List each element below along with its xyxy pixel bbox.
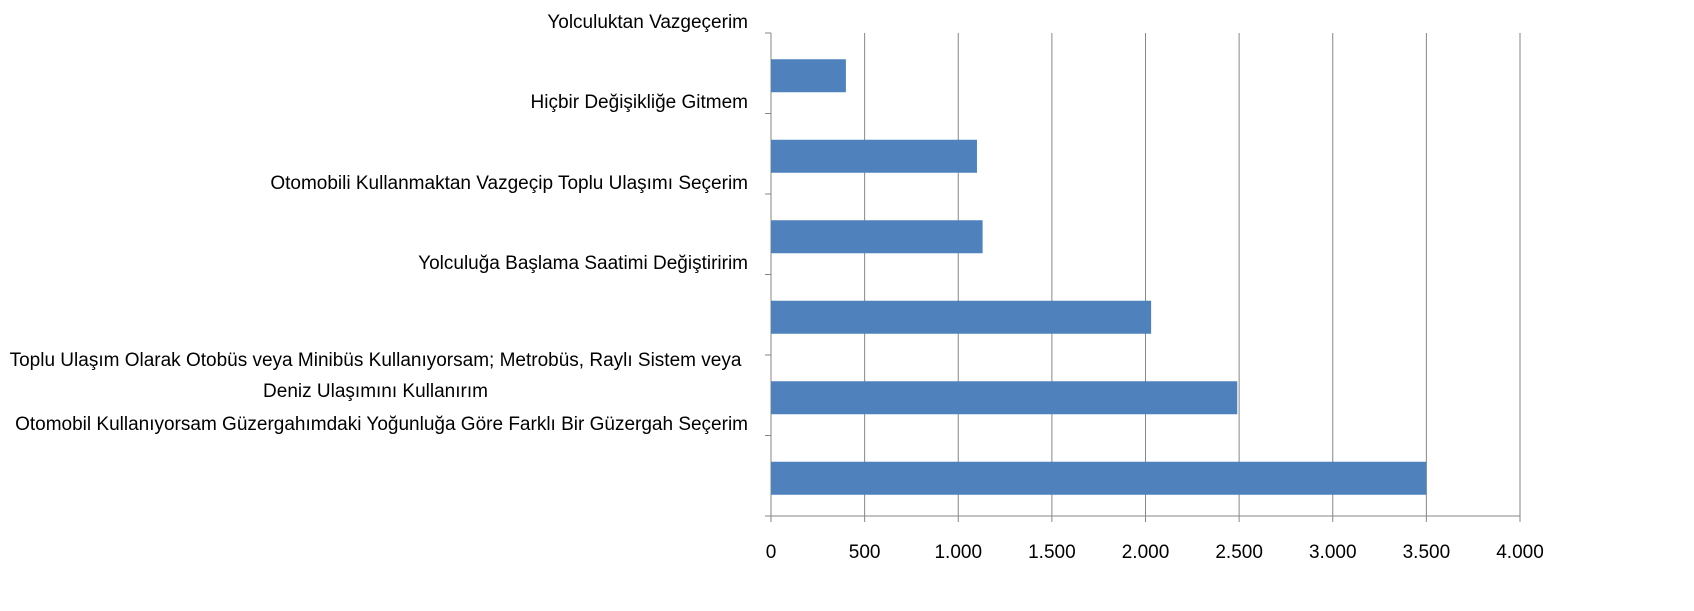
y-tick-label: Otomobili Kullanmaktan Vazgeçip Toplu Ul…: [3, 168, 748, 199]
category-text: Otomobil Kullanıyorsam Güzergahımdaki Yo…: [15, 414, 748, 436]
x-tick-label: 1.500: [1028, 542, 1076, 563]
x-tick-label: 2.500: [1215, 542, 1263, 563]
y-tick-label: Yolculuktan Vazgeçerim: [3, 7, 748, 38]
bar: [771, 139, 977, 173]
x-tick-label: 2.000: [1122, 542, 1170, 563]
y-tick-label: Toplu Ulaşım Olarak Otobüs veya Minibüs …: [3, 345, 748, 407]
category-text: Hiçbir Değişikliğe Gitmem: [530, 92, 749, 114]
category-text: Yolculuktan Vazgeçerim: [547, 11, 748, 33]
x-tick-label: 3.000: [1309, 542, 1357, 563]
x-tick-label: 4.000: [1496, 542, 1544, 563]
bar: [771, 381, 1238, 415]
category-text: Yolculuğa Başlama Saatimi Değiştiririm: [418, 253, 748, 275]
bar: [771, 461, 1427, 495]
y-tick-label: Otomobil Kullanıyorsam Güzergahımdaki Yo…: [3, 409, 748, 440]
bar: [771, 220, 983, 254]
x-tick-label: 0: [766, 542, 777, 563]
bar: [771, 59, 846, 93]
bar: [771, 300, 1152, 334]
x-tick-label: 500: [849, 542, 881, 563]
x-tick-label: 3.500: [1403, 542, 1451, 563]
x-tick-label: 1.000: [934, 542, 982, 563]
category-text: Otomobili Kullanmaktan Vazgeçip Toplu Ul…: [270, 172, 748, 194]
y-tick-label: Hiçbir Değişikliğe Gitmem: [3, 87, 749, 118]
category-text: Toplu Ulaşım Olarak Otobüs veya Minibüs …: [9, 349, 742, 402]
y-tick-label: Yolculuğa Başlama Saatimi Değiştiririm: [3, 248, 748, 279]
